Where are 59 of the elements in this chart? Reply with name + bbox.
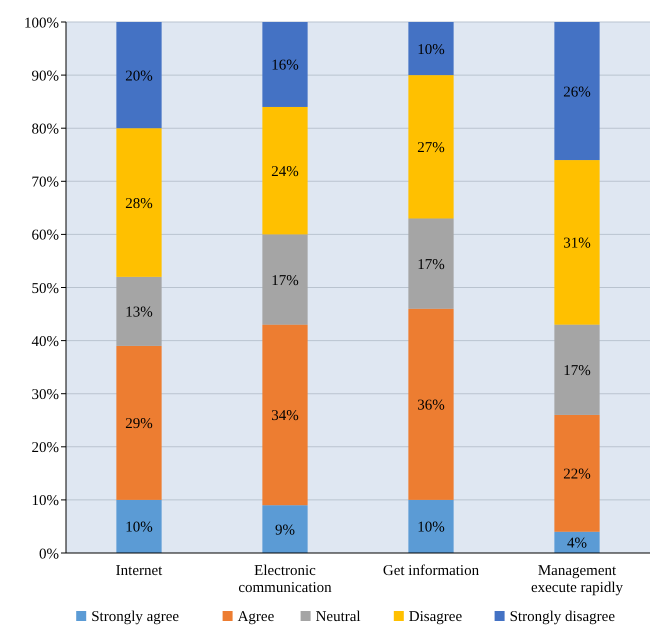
data-label: 10% (125, 520, 153, 536)
data-label: 10% (417, 42, 445, 58)
bar (116, 276, 162, 346)
y-tick-label: 40% (32, 334, 59, 350)
bar (262, 324, 308, 506)
bar (554, 324, 600, 415)
data-label: 17% (271, 272, 299, 289)
y-tick-label: 60% (32, 228, 59, 244)
data-label: 29% (125, 416, 153, 432)
x-tick-label: Internet (116, 563, 164, 579)
y-tick-label: 20% (32, 440, 59, 456)
bar (408, 22, 454, 76)
bar (116, 500, 162, 553)
data-label: 9% (275, 522, 295, 538)
legend-label: Agree (238, 609, 275, 625)
bar (262, 234, 308, 325)
y-tick-label: 50% (32, 280, 59, 297)
bar (408, 500, 454, 553)
data-label: 26% (563, 84, 591, 100)
data-label: 20% (125, 68, 153, 84)
bar (262, 505, 308, 553)
y-tick-label: 30% (32, 386, 59, 403)
data-label: 22% (563, 466, 591, 483)
x-tick-label: Management execute rapidly (530, 563, 624, 596)
data-label: 24% (271, 164, 299, 180)
data-label: 31% (563, 236, 591, 252)
y-tick-label: 100% (24, 15, 59, 32)
bar (408, 75, 454, 218)
bar (116, 128, 162, 277)
data-label: 36% (417, 398, 445, 414)
legend-label: Disagree (408, 609, 462, 625)
y-tick-label: 80% (32, 121, 59, 138)
data-label: 34% (271, 408, 299, 424)
bar (554, 22, 600, 160)
bar (262, 22, 308, 107)
y-tick-label: 0% (39, 546, 59, 562)
y-tick-label: 10% (32, 493, 59, 510)
data-label: 4% (567, 536, 587, 552)
legend-label: Strongly agree (91, 609, 180, 625)
data-label: 28% (125, 196, 153, 212)
y-tick-label: 90% (32, 68, 59, 84)
data-label: 17% (563, 363, 591, 380)
bar (554, 414, 600, 532)
legend-label: Neutral (316, 609, 361, 625)
bar (116, 346, 162, 500)
bar (554, 160, 600, 325)
x-tick-label: Get information (382, 563, 480, 579)
bar (408, 218, 454, 309)
data-label: 17% (417, 256, 445, 273)
data-label: 10% (417, 520, 445, 536)
data-label: 13% (125, 304, 153, 321)
x-tick-label: Electronic communication (238, 563, 332, 596)
bar (116, 22, 162, 128)
data-label: 27% (417, 140, 445, 156)
y-tick-label: 70% (32, 174, 59, 191)
legend-label: Strongly disagree (510, 609, 616, 625)
bar (262, 106, 308, 234)
data-label: 16% (271, 58, 299, 74)
bar (408, 308, 454, 500)
